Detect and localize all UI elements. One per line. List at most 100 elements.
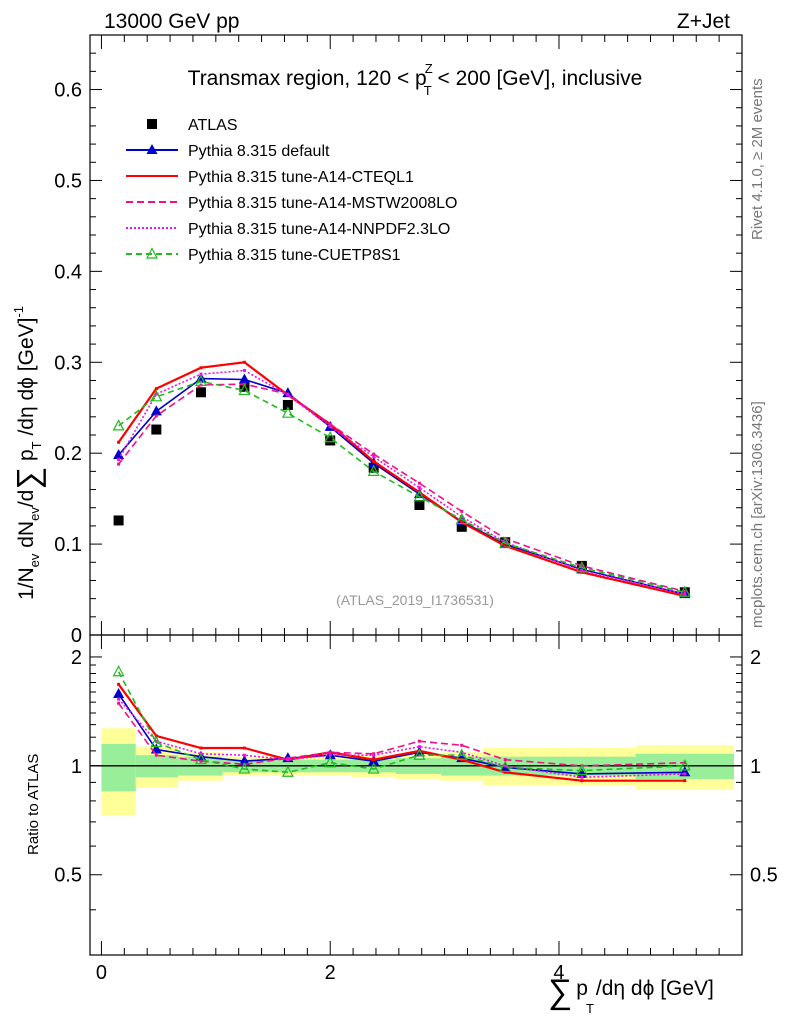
legend-entry-pythia-8-315-default: Pythia 8.315 default (126, 143, 330, 160)
data-point-pythia-8-315-tune-cuetp8s1-11 (678, 585, 691, 597)
data-point-pythia-8-315-tune-a14-nnpdf2-3lo-5 (328, 425, 332, 429)
ratio-y-axis-label: Ratio to ATLAS (25, 754, 42, 855)
data-point-pythia-8-315-tune-a14-nnpdf2-3lo-9 (503, 540, 507, 544)
series-atlas (113, 381, 690, 598)
legend-entry-pythia-8-315-tune-a14-cteql1: Pythia 8.315 tune-A14-CTEQL1 (126, 169, 414, 186)
series-line-pythia-8-315-tune-cuetp8s1 (118, 380, 685, 594)
legend-entry-pythia-8-315-tune-a14-nnpdf2-3lo: Pythia 8.315 tune-A14-NNPDF2.3LO (126, 221, 450, 238)
main-y-tick-label: 0 (71, 625, 82, 647)
data-point-pythia-8-315-tune-a14-cteql1-0 (117, 440, 121, 444)
data-point-pythia-8-315-tune-a14-mstw2008lo-5 (328, 422, 332, 426)
data-point-pythia-8-315-tune-a14-mstw2008lo-5 (328, 750, 332, 754)
ratio-panel-series (112, 664, 691, 783)
legend-label: Pythia 8.315 default (188, 143, 330, 160)
data-point-pythia-8-315-default-10 (576, 767, 588, 778)
data-point-pythia-8-315-tune-cuetp8s1-4 (281, 406, 294, 418)
legend-entry-pythia-8-315-tune-a14-mstw2008lo: Pythia 8.315 tune-A14-MSTW2008LO (126, 195, 457, 212)
data-point-pythia-8-315-tune-cuetp8s1-9 (499, 536, 512, 548)
main-y-tick-label: 0.2 (54, 443, 82, 465)
series-line-pythia-8-315-tune-cuetp8s1 (117, 671, 685, 774)
data-point-pythia-8-315-tune-cuetp8s1-10 (575, 763, 588, 776)
data-point-pythia-8-315-tune-a14-mstw2008lo-2 (199, 759, 203, 763)
data-point-pythia-8-315-tune-a14-nnpdf2-3lo-3 (242, 368, 246, 372)
main-y-tick-label: 0.3 (54, 352, 82, 374)
data-point-pythia-8-315-tune-cuetp8s1-1 (150, 735, 163, 748)
ratio-y-tick-label: 1 (71, 756, 82, 778)
data-point-pythia-8-315-tune-a14-cteql1-9 (503, 544, 507, 548)
legend-entry-pythia-8-315-tune-cuetp8s1: Pythia 8.315 tune-CUETP8S1 (126, 247, 401, 264)
data-point-pythia-8-315-tune-a14-mstw2008lo-8 (460, 743, 464, 747)
ratio-frame (89, 634, 743, 956)
main-panel-axes: 0.1 0.2 0.3 0.4 0.5 0.6 0 (54, 34, 743, 647)
mcplots-label: mcplots.cern.ch [arXiv:1306.3436] (749, 401, 766, 628)
ratio-y-tick-label-right: 2 (750, 647, 761, 669)
data-point-pythia-8-315-tune-a14-nnpdf2-3lo-10 (580, 775, 584, 779)
data-point-atlas-4 (282, 400, 293, 410)
data-point-pythia-8-315-tune-a14-cteql1-6 (372, 459, 376, 463)
plot-title: Transmax region, 120 < pZ T < 200 [GeV], … (188, 61, 643, 98)
data-point-atlas-3 (239, 381, 250, 392)
data-point-pythia-8-315-tune-a14-nnpdf2-3lo-0 (117, 458, 121, 462)
data-point-pythia-8-315-tune-a14-mstw2008lo-1 (154, 753, 158, 757)
data-point-pythia-8-315-tune-a14-nnpdf2-3lo-3 (242, 753, 246, 757)
data-point-pythia-8-315-tune-a14-cteql1-3 (242, 746, 246, 750)
data-point-pythia-8-315-default-3 (238, 373, 250, 384)
data-point-pythia-8-315-tune-a14-nnpdf2-3lo-8 (460, 515, 464, 519)
data-point-pythia-8-315-tune-a14-mstw2008lo-0 (117, 462, 121, 466)
data-point-pythia-8-315-tune-a14-nnpdf2-3lo-9 (503, 764, 507, 768)
data-point-pythia-8-315-tune-a14-mstw2008lo-10 (580, 564, 584, 568)
data-point-pythia-8-315-tune-a14-nnpdf2-3lo-1 (154, 392, 158, 396)
energy-label: 13000 GeV pp (104, 10, 239, 33)
ratio-x-tick-label: 0 (96, 962, 107, 984)
data-point-pythia-8-315-default-3 (238, 755, 250, 766)
data-point-pythia-8-315-tune-a14-cteql1-1 (154, 387, 158, 391)
data-point-pythia-8-315-tune-a14-cteql1-11 (683, 779, 687, 783)
data-point-pythia-8-315-tune-cuetp8s1-8 (455, 512, 468, 525)
legend-label: ATLAS (188, 117, 238, 134)
data-point-pythia-8-315-default-1 (150, 405, 162, 416)
series-pythia-8-315-default (113, 372, 691, 599)
main-panel-series (112, 360, 691, 599)
data-point-pythia-8-315-tune-a14-cteql1-6 (372, 758, 376, 762)
data-point-pythia-8-315-tune-a14-nnpdf2-3lo-6 (372, 455, 376, 459)
data-point-pythia-8-315-tune-a14-mstw2008lo-0 (117, 701, 121, 705)
x-axis-label: ∑ p T/dη dϕ [GeV] (548, 973, 714, 1016)
data-point-pythia-8-315-tune-cuetp8s1-4 (281, 765, 294, 777)
main-y-tick-label: 0.5 (54, 170, 82, 192)
series-line-pythia-8-315-tune-a14-mstw2008lo (117, 383, 685, 593)
data-point-atlas-0 (113, 515, 124, 526)
rivet-version-label: Rivet 4.1.0, ≥ 2M events (749, 78, 766, 240)
series-pythia-8-315-tune-a14-nnpdf2-3lo (117, 368, 687, 596)
ratio-x-tick-label: 4 (553, 962, 564, 984)
data-point-pythia-8-315-tune-a14-cteql1-3 (242, 360, 246, 364)
ratio-x-tick-label: 2 (325, 962, 336, 984)
ratio-panel-uncertainty-bands (90, 728, 742, 816)
data-point-pythia-8-315-tune-a14-nnpdf2-3lo-4 (286, 758, 290, 762)
main-y-tick-label: 0.1 (54, 534, 82, 556)
series-line-pythia-8-315-tune-a14-nnpdf2-3lo (117, 369, 685, 595)
legend-marker (146, 144, 158, 154)
data-point-pythia-8-315-tune-cuetp8s1-1 (150, 390, 163, 402)
data-point-pythia-8-315-tune-a14-cteql1-9 (503, 770, 507, 774)
ratio-y-tick-label: 2 (71, 647, 82, 669)
data-point-pythia-8-315-tune-a14-nnpdf2-3lo-8 (460, 750, 464, 754)
ratio-band-inner-bin-0 (101, 743, 136, 792)
data-point-pythia-8-315-tune-cuetp8s1-0 (112, 419, 125, 431)
data-point-atlas-6 (368, 462, 379, 473)
data-point-pythia-8-315-default-4 (282, 387, 294, 398)
analysis-watermark: (ATLAS_2019_I1736531) (336, 592, 494, 608)
data-point-pythia-8-315-tune-cuetp8s1-0 (112, 664, 125, 677)
series-line-pythia-8-315-tune-a14-cteql1 (117, 361, 686, 597)
data-point-pythia-8-315-tune-cuetp8s1-6 (367, 762, 380, 774)
data-point-pythia-8-315-tune-cuetp8s1-2 (194, 752, 207, 765)
series-pythia-8-315-tune-cuetp8s1 (112, 374, 691, 597)
data-point-pythia-8-315-tune-a14-nnpdf2-3lo-11 (683, 772, 687, 776)
main-y-tick-label: 0.6 (54, 80, 82, 102)
data-point-pythia-8-315-tune-a14-nnpdf2-3lo-7 (417, 486, 421, 490)
data-point-pythia-8-315-tune-cuetp8s1-7 (413, 748, 426, 760)
process-label: Z+Jet (677, 10, 730, 33)
data-point-pythia-8-315-tune-a14-nnpdf2-3lo-6 (372, 753, 376, 757)
legend: ATLAS Pythia 8.315 default Pythia 8.315 tu… (126, 117, 457, 264)
data-point-pythia-8-315-tune-a14-mstw2008lo-9 (503, 758, 507, 762)
data-point-pythia-8-315-default-0 (113, 687, 125, 698)
